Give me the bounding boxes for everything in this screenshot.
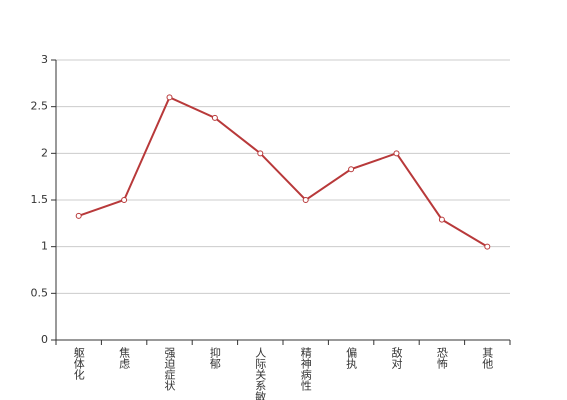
point — [121, 197, 128, 203]
point — [75, 212, 82, 219]
x-tick-label: 精神病性 — [299, 347, 312, 392]
point — [348, 166, 355, 173]
x-tick-label: 焦虑 — [118, 347, 131, 369]
y-tick-label: 3 — [41, 53, 48, 66]
y-tick-label: 2 — [41, 146, 48, 159]
point — [257, 150, 264, 157]
point — [438, 216, 445, 223]
x-tick-label: 敌对 — [390, 346, 403, 369]
point — [166, 94, 173, 101]
x-tick-label: 抑郁 — [208, 346, 221, 369]
y-tick-label: 0.5 — [31, 286, 49, 299]
y-tick-label: 1 — [41, 240, 48, 253]
point — [484, 243, 491, 250]
x-tick-label: 其他 — [481, 347, 494, 369]
point — [211, 114, 218, 121]
y-tick-label: 0 — [41, 333, 48, 346]
y-tick-label: 2.5 — [31, 100, 49, 113]
point — [302, 197, 309, 203]
x-tick-label: 人际关系敏感 — [254, 347, 267, 400]
x-tick-label: 恐怖 — [435, 347, 448, 369]
line — [78, 96, 488, 248]
point — [393, 150, 400, 157]
x-tick-label: 偏执 — [345, 346, 358, 370]
x-tick-label: 躯体化 — [72, 347, 85, 381]
y-tick-label: 1.5 — [31, 193, 49, 206]
x-tick-label: 强迫症状 — [163, 347, 176, 391]
